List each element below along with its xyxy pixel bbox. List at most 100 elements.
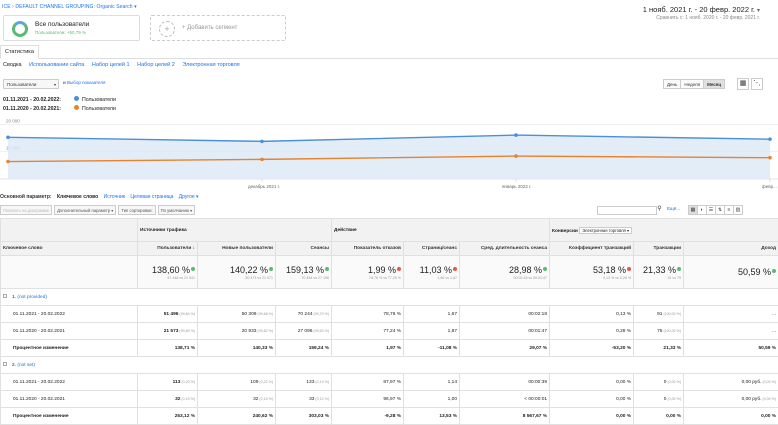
subtabs: Сводка Использование сайта Набор целей 1… [3, 62, 246, 68]
motion-chart-icon[interactable]: ⋱ [751, 78, 763, 90]
header-sessions[interactable]: Сеансы [276, 242, 332, 256]
header-transaction-rate[interactable]: Коэффициент транзакций [550, 242, 634, 256]
tab-statistics[interactable]: Статистика [0, 45, 39, 59]
header-transactions[interactable]: Транзакции [634, 242, 684, 256]
dimension-landing-page[interactable]: Целевая страница [130, 194, 173, 200]
data-point [768, 137, 772, 141]
date-range-compare: Сравнить с: 1 нояб. 2020 г. - 20 февр. 2… [643, 15, 760, 21]
x-tick-label: январь 2022 г. [502, 184, 531, 189]
chevron-down-icon[interactable]: ▾ [757, 8, 760, 14]
segment-all-users[interactable]: Все пользователи Пользователи: +50,79 % [3, 15, 140, 41]
conversions-select[interactable]: Электронная торговля ▾ [579, 227, 632, 234]
period-week-button[interactable]: Неделя [680, 79, 704, 89]
line-chart-icon[interactable]: ▦ [737, 78, 749, 90]
table-row: 1. (not provided) [1, 289, 778, 306]
increase-dot-icon [772, 269, 776, 273]
date-range-picker[interactable]: 1 нояб. 2021 г. - 20 февр. 2022 г.▾ Срав… [643, 5, 760, 21]
keyword-link[interactable]: (not provided) [17, 295, 47, 300]
add-segment-button[interactable]: + + Добавить сегмент [150, 15, 286, 41]
data-point [6, 135, 10, 139]
data-point [6, 160, 10, 164]
decrease-dot-icon [627, 267, 631, 271]
chart-legend: 01.11.2021 - 20.02.2022:Пользователи 01.… [3, 96, 116, 114]
advanced-filter-link[interactable]: Ещё... [667, 206, 680, 211]
summary-row: 138,60 %57 448 vs 21 541 140,22 %50 473 … [1, 256, 778, 289]
breadcrumb[interactable]: ICE › DEFAULT CHANNEL GROUPING: Organic … [2, 4, 137, 10]
data-point [514, 133, 518, 137]
subtab-goal-set-2[interactable]: Набор целей 2 [137, 62, 175, 68]
increase-dot-icon [677, 267, 681, 271]
plus-icon: + [159, 21, 175, 37]
table-row: Процентное изменение 253,12 % 240,62 % 3… [1, 408, 778, 425]
legend-dot-blue [74, 96, 79, 101]
decrease-dot-icon [397, 267, 401, 271]
subtab-ecommerce[interactable]: Электронная торговля [182, 62, 239, 68]
sort-type-select[interactable]: По умолчанию ▾ [158, 205, 196, 215]
table-row: 01.11.2021 - 20.02.2022 113(0,20 %) 109(… [1, 374, 778, 391]
header-bounce-rate[interactable]: Показатель отказов [332, 242, 404, 256]
table-row: Процентное изменение 138,71 % 140,33 % 1… [1, 340, 778, 357]
search-icon[interactable]: ⚲ [655, 205, 664, 215]
header-keyword[interactable]: Ключевое слово [1, 242, 138, 256]
add-segment-label: + Добавить сегмент [182, 25, 237, 31]
increase-dot-icon [325, 267, 329, 271]
primary-dimension: Основной параметр: Ключевое слово Источн… [0, 194, 199, 200]
group-behavior: Действие [332, 219, 550, 242]
row-checkbox[interactable] [3, 294, 7, 298]
keyword-link[interactable]: (not set) [17, 363, 35, 368]
header-revenue[interactable]: Доход [684, 242, 778, 256]
dimension-source[interactable]: Источник [104, 194, 125, 200]
header-pages-session[interactable]: Страниц/сеанс [404, 242, 460, 256]
sort-type-label: Тип сортировки: [118, 205, 155, 215]
period-day-button[interactable]: День [663, 79, 681, 89]
table-row: 01.11.2020 - 20.02.2021 21 573(99,89 %) … [1, 323, 778, 340]
group-conversions: Конверсии Электронная торговля ▾ [550, 219, 778, 242]
legend-row-current: 01.11.2021 - 20.02.2022:Пользователи [3, 96, 116, 105]
data-point [260, 158, 264, 162]
header-avg-session-duration[interactable]: Сред. длительность сеанса [460, 242, 550, 256]
increase-dot-icon [543, 267, 547, 271]
data-table: Источники трафика Действие Конверсии Эле… [0, 218, 778, 425]
segment-ring-icon [12, 21, 28, 37]
segment-title: Все пользователи [35, 21, 89, 28]
table-search-input[interactable] [597, 206, 657, 215]
table-row: 01.11.2021 - 20.02.2022 51 496(99,84 %) … [1, 306, 778, 323]
x-tick-label: декабрь 2021 г. [248, 184, 280, 189]
metric-select[interactable]: Пользователи▾ [3, 79, 59, 89]
pivot-view-icon[interactable]: ▥ [733, 205, 743, 215]
decrease-dot-icon [453, 267, 457, 271]
legend-dot-orange [74, 105, 79, 110]
data-point [514, 154, 518, 158]
dimension-keyword[interactable]: Ключевое слово [57, 194, 98, 200]
segment-subtitle: Пользователи: +50,79 % [35, 30, 86, 35]
header-new-users[interactable]: Новые пользователи [198, 242, 276, 256]
secondary-dimension-select[interactable]: Дополнительный параметр ▾ [54, 205, 116, 215]
table-view-toggle: ▦◐☰⇅≡▥ [689, 205, 743, 215]
chevron-down-icon[interactable]: ▾ [134, 4, 137, 10]
compare-metric: и Выбор показателя [63, 80, 105, 85]
plot-rows-button[interactable]: Показать на диаграмме [0, 205, 52, 215]
data-point [260, 140, 264, 144]
date-range-main: 1 нояб. 2021 г. - 20 февр. 2022 г. [643, 5, 755, 14]
tab-row [0, 45, 778, 59]
period-month-button[interactable]: Месяц [703, 79, 725, 89]
row-checkbox[interactable] [3, 362, 7, 366]
table-row: 2. (not set) [1, 357, 778, 374]
dimension-other[interactable]: Другое ▾ [179, 194, 199, 200]
y-tick-label: 20 000 [6, 118, 20, 123]
chevron-down-icon: ▾ [54, 82, 56, 87]
increase-dot-icon [269, 267, 273, 271]
x-tick-label: февр... [762, 184, 777, 189]
table-row: 01.11.2020 - 20.02.2021 32(0,15 %) 32(0,… [1, 391, 778, 408]
select-metric-link[interactable]: Выбор показателя [67, 80, 105, 85]
increase-dot-icon [191, 267, 195, 271]
header-users[interactable]: Пользователи ↓ [138, 242, 198, 256]
group-traffic-sources: Источники трафика [138, 219, 332, 242]
data-point [768, 156, 772, 160]
subtab-site-usage[interactable]: Использование сайта [29, 62, 84, 68]
subtab-summary[interactable]: Сводка [3, 62, 22, 68]
subtab-goal-set-1[interactable]: Набор целей 1 [92, 62, 130, 68]
